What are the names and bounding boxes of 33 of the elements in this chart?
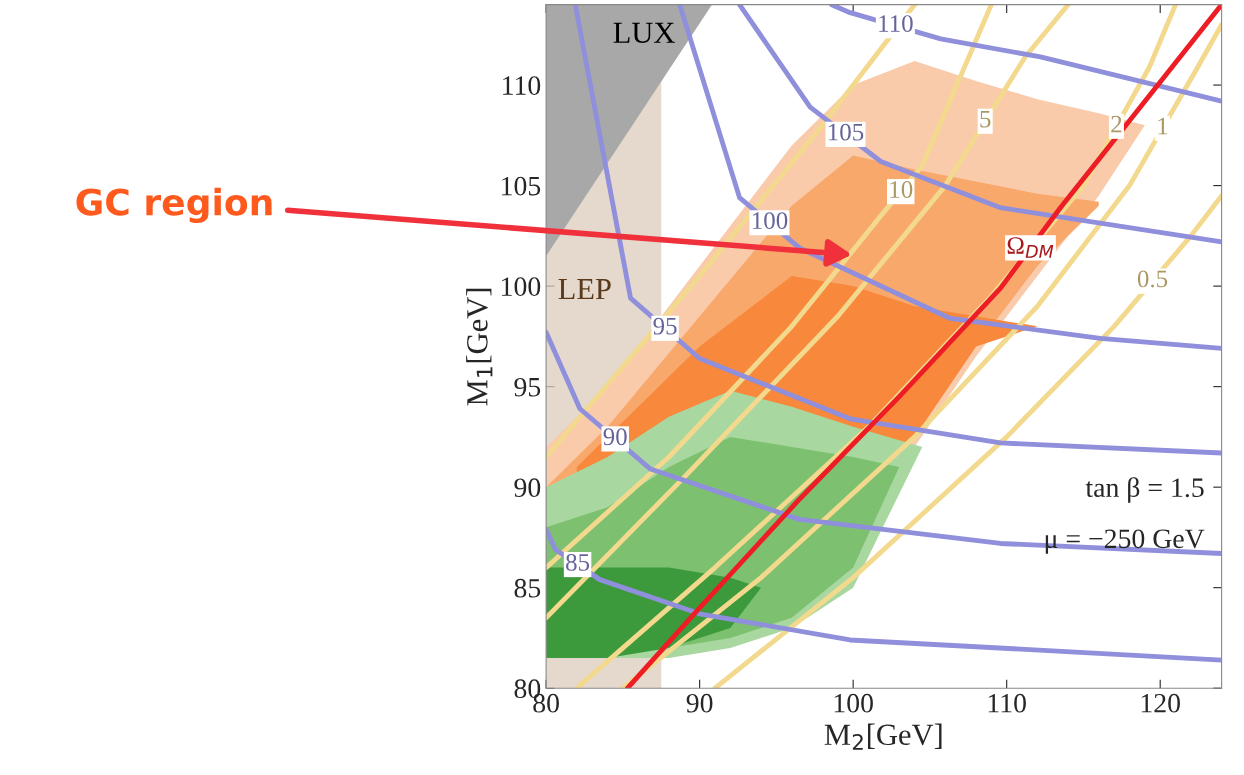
y-tick-label: 95 <box>514 377 541 397</box>
series-label: 10 <box>890 181 913 198</box>
series-label: 100 <box>752 212 788 230</box>
series-label: 0.5 <box>1137 270 1168 288</box>
series-label: Ω$_{DM}$ <box>1007 237 1054 258</box>
band-label: LEP <box>558 279 611 300</box>
y-tick-label: 85 <box>514 578 541 598</box>
line-series <box>546 4 994 570</box>
x-tick-label: 120 <box>1141 693 1180 713</box>
annotation: μ = −250 GeV <box>1045 529 1205 554</box>
line-series <box>677 4 1222 351</box>
series-label: 85 <box>566 553 590 571</box>
annotation: LUX <box>613 22 675 44</box>
x-tick-label: 90 <box>686 693 713 713</box>
x-axis-title: M$_{2}$[GeV] <box>824 723 942 750</box>
series-label: 110 <box>879 15 913 33</box>
x-tick-label: 100 <box>834 693 873 713</box>
series-label: 95 <box>653 317 677 335</box>
series-label: 2 <box>1111 115 1122 133</box>
series-label: 90 <box>603 428 627 446</box>
annotation: tan β = 1.5 <box>1085 477 1204 503</box>
series-label: 5 <box>980 110 991 128</box>
y-tick-label: 105 <box>502 176 541 196</box>
series-label: 105 <box>828 123 864 141</box>
text: GC region <box>76 187 272 223</box>
y-tick-label: 100 <box>502 277 541 297</box>
line-series <box>829 4 1222 104</box>
line-series <box>546 526 1222 663</box>
y-tick-label: 90 <box>514 478 541 498</box>
y-tick-label: 110 <box>503 76 541 95</box>
series-label: 1 <box>1158 117 1168 135</box>
x-tick-label: 110 <box>988 693 1026 713</box>
y-axis-title: M$_{1}$[GeV] <box>466 288 493 406</box>
